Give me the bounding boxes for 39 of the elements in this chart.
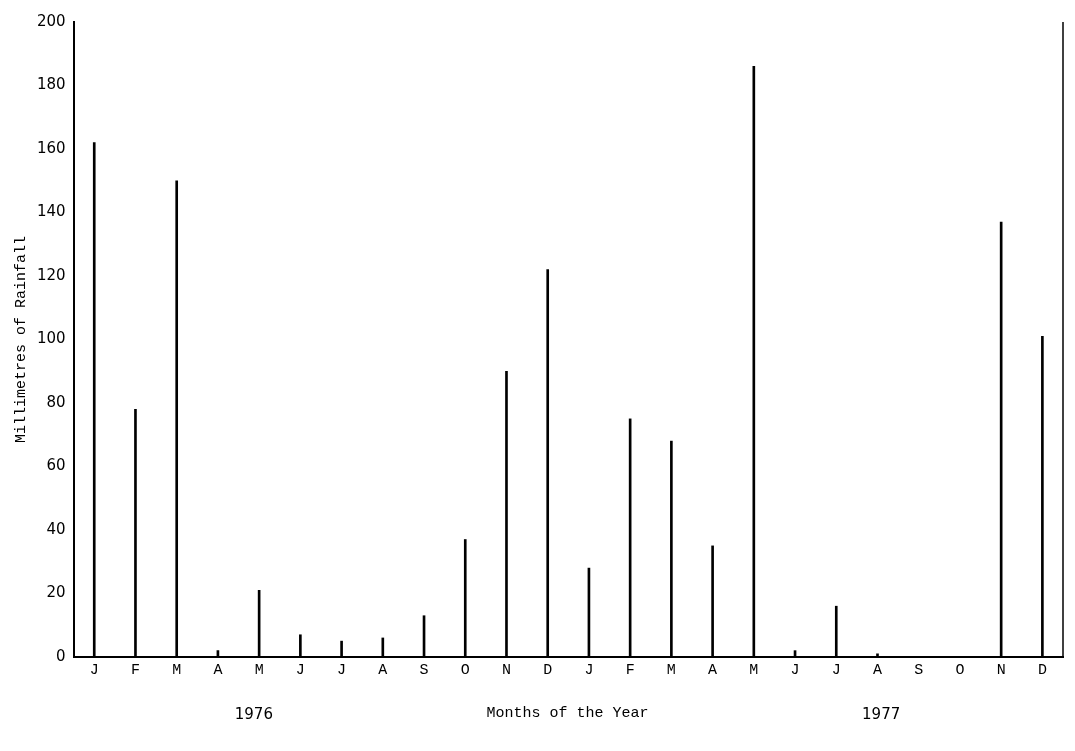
- x-tick-label: J: [790, 661, 800, 679]
- y-tick-label: 200: [36, 11, 66, 30]
- text: 1976: [234, 705, 273, 723]
- x-tick-label: N: [501, 661, 511, 679]
- x-tick-label: S: [914, 661, 924, 679]
- x-tick-label: J: [295, 661, 305, 679]
- x-tick-label: M: [172, 661, 182, 679]
- text: 1977: [862, 705, 901, 723]
- x-axis-title: Months of the Year: [486, 705, 649, 723]
- y-tick-label: 120: [36, 265, 66, 284]
- y-tick-label: 80: [46, 392, 66, 411]
- x-tick-label: O: [955, 661, 965, 679]
- y-tick-label: 0: [56, 646, 66, 665]
- x-tick-label: N: [996, 661, 1006, 679]
- x-tick-label: M: [749, 661, 759, 679]
- y-axis-title: Millimetres of Rainfall: [12, 235, 30, 444]
- x-tick-label: D: [543, 661, 553, 679]
- y-tick-label: 40: [46, 519, 66, 538]
- x-tick-label: M: [254, 661, 264, 679]
- x-tick-label: J: [584, 661, 594, 679]
- x-tick-label: A: [378, 661, 388, 679]
- x-tick-label: A: [708, 661, 718, 679]
- y-tick-label: 60: [46, 456, 66, 475]
- y-tick-label: 100: [36, 329, 66, 348]
- x-tick-label: F: [625, 661, 635, 679]
- x-tick-label: J: [831, 661, 841, 679]
- x-tick-label: M: [666, 661, 676, 679]
- y-tick-label: 20: [46, 583, 66, 602]
- x-tick-label: S: [419, 661, 429, 679]
- x-tick-label: A: [213, 661, 223, 679]
- y-tick-label: 160: [36, 138, 66, 157]
- x-tick-label: F: [130, 661, 140, 679]
- x-tick-label: D: [1037, 661, 1047, 679]
- x-tick-label: J: [89, 661, 99, 679]
- x-tick-label: O: [460, 661, 470, 679]
- x-tick-label: J: [337, 661, 347, 679]
- x-tick-label: A: [872, 661, 882, 679]
- y-tick-label: 140: [36, 202, 66, 221]
- y-tick-label: 180: [36, 75, 66, 94]
